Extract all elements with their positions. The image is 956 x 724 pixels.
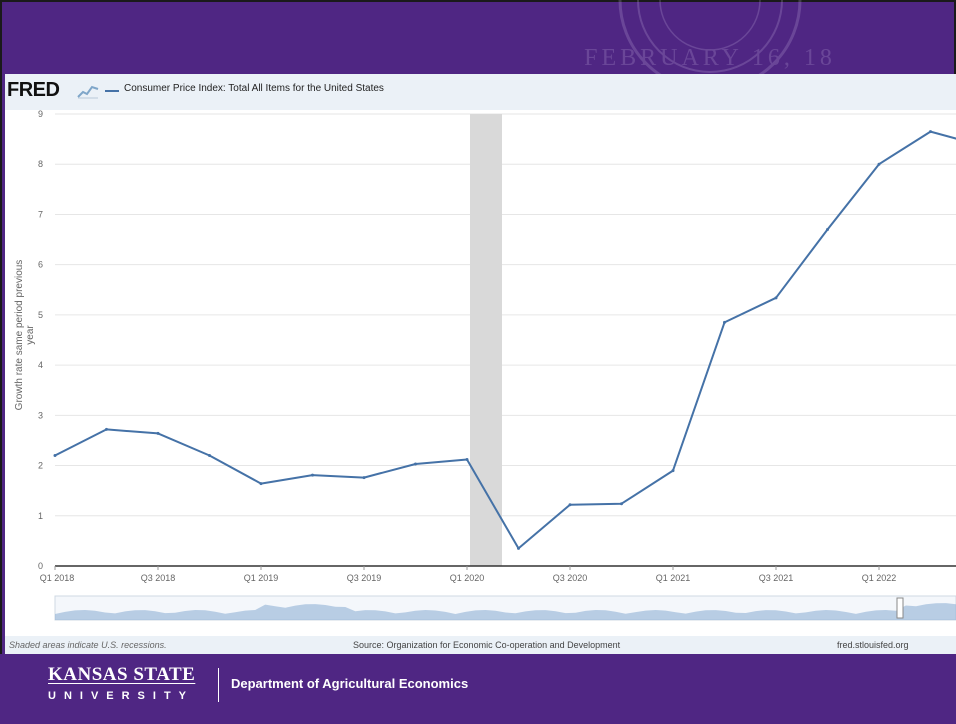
y-tick-labels: 0 1 2 3 4 5 6 7 8 9 xyxy=(38,110,43,571)
data-point xyxy=(465,458,469,462)
data-point xyxy=(568,503,572,507)
y-tick-label: 0 xyxy=(38,561,43,571)
data-point xyxy=(723,320,726,324)
x-tick-labels: Q1 2018 Q3 2018 Q1 2019 Q3 2019 Q1 2020 Q3 20… xyxy=(40,566,897,583)
y-tick-label: 2 xyxy=(38,461,43,471)
fred-chart-panel: FRED Consumer Price Index: Total All Ite… xyxy=(5,74,956,654)
data-point xyxy=(620,502,623,506)
university-seal: FEBRUARY 16, 18 xyxy=(584,0,836,90)
y-tick-label: 6 xyxy=(38,260,43,270)
data-point xyxy=(259,482,263,486)
chart-header: FRED Consumer Price Index: Total All Ite… xyxy=(5,74,956,110)
x-tick-label: Q1 2019 xyxy=(244,573,279,583)
x-tick-label: Q3 2018 xyxy=(141,573,176,583)
data-point xyxy=(774,296,778,300)
x-tick-label: Q3 2020 xyxy=(553,573,588,583)
chart-footer: Shaded areas indicate U.S. recessions. S… xyxy=(5,636,956,654)
data-point xyxy=(826,228,829,232)
data-point xyxy=(517,546,520,550)
recession-band xyxy=(470,114,502,566)
footer-banner: KANSAS STATE UNIVERSITY Department of Ag… xyxy=(0,654,956,724)
data-point xyxy=(156,431,160,435)
data-point xyxy=(53,454,57,458)
range-navigator[interactable] xyxy=(54,595,956,621)
grid-lines xyxy=(55,113,956,517)
x-tick-label: Q3 2019 xyxy=(347,573,382,583)
source-text: Source: Organization for Economic Co-ope… xyxy=(353,640,621,650)
data-point xyxy=(208,454,211,458)
data-point xyxy=(362,476,366,480)
navigator-area xyxy=(55,603,956,620)
x-tick-label: Q1 2022 xyxy=(862,573,897,583)
data-point xyxy=(311,473,314,477)
data-point xyxy=(877,162,881,166)
recession-note: Shaded areas indicate U.S. recessions. xyxy=(9,640,167,650)
recession-shading xyxy=(470,114,502,566)
university-name: KANSAS STATE xyxy=(48,664,196,685)
y-tick-label: 7 xyxy=(38,209,43,219)
logo-divider xyxy=(218,668,219,702)
navigator-handle[interactable] xyxy=(896,597,904,619)
y-tick-label: 1 xyxy=(38,511,43,521)
fred-site-link[interactable]: fred.stlouisfed.org xyxy=(837,640,909,650)
data-point xyxy=(105,427,108,431)
x-tick-label: Q3 2021 xyxy=(759,573,794,583)
data-point xyxy=(671,469,675,473)
fred-graph-icon xyxy=(77,85,99,99)
department-name: Department of Agricultural Economics xyxy=(231,676,469,691)
university-subtitle: UNIVERSITY xyxy=(48,690,195,702)
university-logo: KANSAS STATE UNIVERSITY xyxy=(48,664,195,702)
y-tick-label: 8 xyxy=(38,159,43,169)
y-tick-label: 5 xyxy=(38,310,43,320)
y-tick-label: 4 xyxy=(38,360,43,370)
series-line xyxy=(54,130,956,550)
fred-logo: FRED xyxy=(7,79,60,101)
x-tick-label: Q1 2020 xyxy=(450,573,485,583)
y-tick-label: 3 xyxy=(38,410,43,420)
x-tick-label: Q1 2021 xyxy=(656,573,691,583)
legend-swatch xyxy=(105,90,119,92)
series-layer xyxy=(53,130,956,550)
seal-text: FEBRUARY 16, 18 xyxy=(584,45,836,71)
data-point xyxy=(929,130,932,134)
series-title: Consumer Price Index: Total All Items fo… xyxy=(124,83,384,94)
x-tick-label: Q1 2018 xyxy=(40,573,75,583)
data-point xyxy=(414,462,417,466)
y-tick-label: 9 xyxy=(38,110,43,119)
